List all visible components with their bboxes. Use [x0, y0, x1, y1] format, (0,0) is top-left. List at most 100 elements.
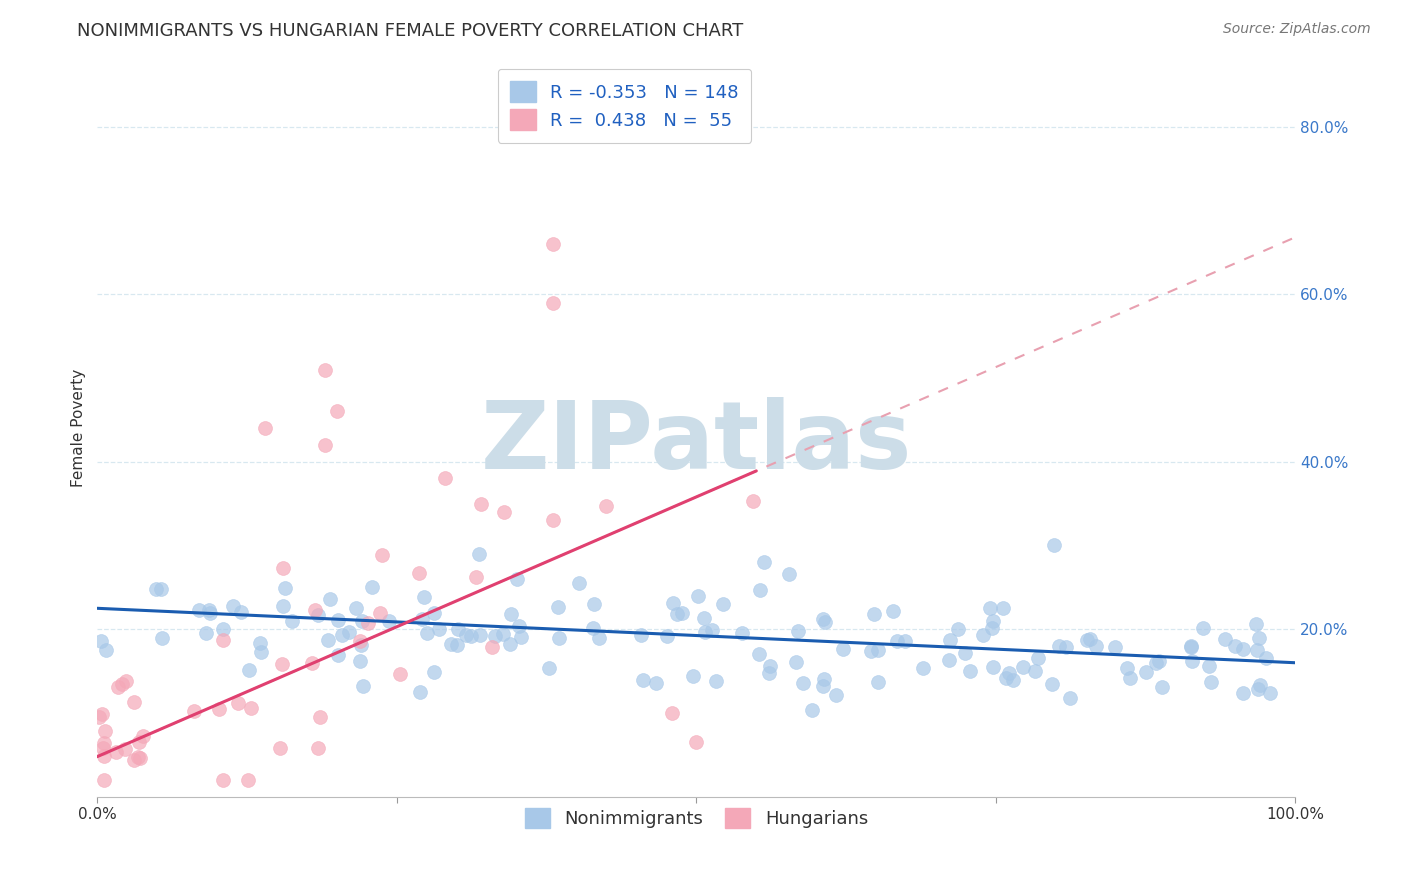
Point: [104, 745, 127, 759]
Point: [408, 566, 430, 581]
Point: [211, 622, 233, 636]
Point: [304, 603, 326, 617]
Point: [409, 684, 432, 698]
Point: [416, 626, 439, 640]
Point: [778, 566, 800, 581]
Point: [456, 628, 478, 642]
Point: [811, 612, 834, 626]
Point: [470, 497, 492, 511]
Point: [981, 615, 1004, 629]
Point: [688, 589, 710, 603]
Point: [1254, 651, 1277, 665]
Point: [337, 624, 360, 639]
Point: [150, 631, 173, 645]
Point: [1247, 632, 1270, 646]
Point: [240, 701, 263, 715]
Point: [1040, 677, 1063, 691]
Point: [440, 637, 463, 651]
Point: [657, 629, 679, 643]
Point: [1047, 639, 1070, 653]
Point: [541, 128, 564, 142]
Point: [1149, 654, 1171, 668]
Point: [226, 696, 249, 710]
Point: [506, 572, 529, 586]
Point: [939, 633, 962, 648]
Point: [661, 706, 683, 720]
Point: [863, 607, 886, 621]
Point: [254, 421, 277, 435]
Point: [360, 581, 382, 595]
Point: [979, 601, 1001, 615]
Point: [758, 658, 780, 673]
Point: [494, 505, 516, 519]
Point: [645, 675, 668, 690]
Point: [1026, 651, 1049, 665]
Point: [1180, 640, 1202, 654]
Point: [309, 710, 332, 724]
Point: [301, 656, 323, 670]
Point: [271, 561, 294, 575]
Point: [200, 606, 222, 620]
Point: [93, 748, 115, 763]
Point: [541, 513, 564, 527]
Point: [713, 597, 735, 611]
Point: [787, 624, 810, 639]
Point: [349, 633, 371, 648]
Point: [541, 236, 564, 251]
Point: [1258, 686, 1281, 700]
Point: [868, 643, 890, 657]
Point: [813, 673, 835, 687]
Point: [981, 621, 1004, 635]
Point: [281, 614, 304, 628]
Point: [882, 604, 904, 618]
Point: [357, 616, 380, 631]
Point: [93, 736, 115, 750]
Point: [582, 597, 605, 611]
Point: [547, 600, 569, 615]
Point: [111, 677, 134, 691]
Point: [633, 673, 655, 688]
Point: [1180, 639, 1202, 653]
Point: [274, 581, 297, 595]
Point: [548, 632, 571, 646]
Point: [792, 676, 814, 690]
Point: [349, 654, 371, 668]
Point: [959, 665, 981, 679]
Point: [122, 695, 145, 709]
Point: [433, 471, 456, 485]
Point: [938, 653, 960, 667]
Point: [423, 665, 446, 680]
Point: [666, 607, 689, 622]
Point: [318, 633, 340, 648]
Point: [1181, 654, 1204, 668]
Point: [484, 629, 506, 643]
Point: [1085, 640, 1108, 654]
Point: [427, 622, 450, 636]
Text: NONIMMIGRANTS VS HUNGARIAN FEMALE POVERTY CORRELATION CHART: NONIMMIGRANTS VS HUNGARIAN FEMALE POVERT…: [77, 22, 744, 40]
Point: [748, 647, 770, 661]
Legend: Nonimmigrants, Hungarians: Nonimmigrants, Hungarians: [517, 800, 876, 836]
Point: [238, 663, 260, 677]
Point: [492, 627, 515, 641]
Point: [115, 674, 138, 689]
Y-axis label: Female Poverty: Female Poverty: [72, 369, 86, 487]
Point: [132, 729, 155, 743]
Point: [501, 607, 523, 622]
Point: [811, 680, 834, 694]
Point: [460, 629, 482, 643]
Point: [567, 575, 589, 590]
Point: [346, 600, 368, 615]
Point: [188, 603, 211, 617]
Point: [510, 630, 533, 644]
Point: [588, 631, 610, 645]
Point: [319, 592, 342, 607]
Point: [731, 626, 754, 640]
Point: [1115, 661, 1137, 675]
Point: [114, 742, 136, 756]
Point: [702, 623, 724, 637]
Point: [946, 622, 969, 636]
Point: [208, 702, 231, 716]
Point: [221, 599, 243, 613]
Point: [481, 640, 503, 655]
Point: [1043, 539, 1066, 553]
